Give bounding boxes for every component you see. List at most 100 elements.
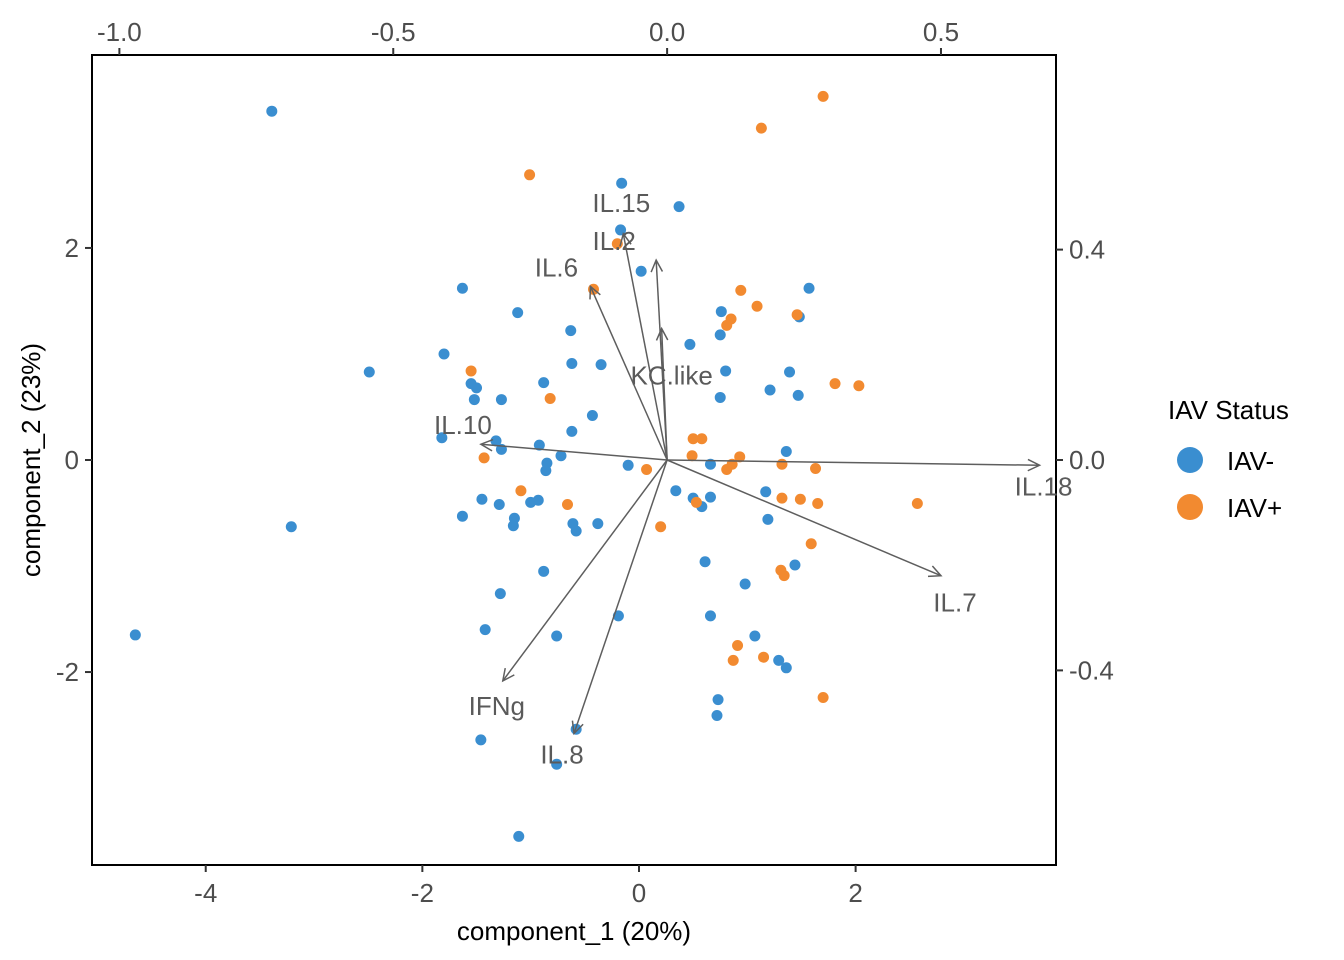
- point-iav-neg: [773, 654, 785, 666]
- x-tick-label: 0: [632, 878, 646, 908]
- legend-title: IAV Status: [1168, 395, 1289, 425]
- point-iav-neg: [471, 382, 483, 394]
- point-iav-neg: [570, 525, 582, 537]
- right-tick-label: 0.0: [1069, 445, 1105, 475]
- point-iav-neg: [789, 559, 801, 571]
- point-iav-pos: [776, 492, 788, 504]
- point-iav-neg: [476, 493, 488, 505]
- point-iav-pos: [524, 169, 536, 181]
- point-iav-pos: [544, 393, 556, 405]
- point-iav-pos: [515, 485, 527, 497]
- legend-label-iav-neg: IAV-: [1227, 446, 1274, 476]
- point-iav-pos: [611, 238, 623, 250]
- point-iav-neg: [494, 588, 506, 600]
- point-iav-neg: [673, 201, 685, 213]
- loading-arrowhead-il-6: [589, 284, 601, 300]
- loading-arrowhead-il-7: [927, 565, 943, 578]
- point-iav-neg: [616, 177, 628, 189]
- point-iav-neg: [540, 465, 552, 477]
- legend-label-iav-pos: IAV+: [1227, 493, 1282, 523]
- top-tick-label: 0.5: [923, 17, 959, 47]
- right-tick-label: 0.4: [1069, 235, 1105, 265]
- point-iav-neg: [720, 365, 732, 377]
- point-iav-neg: [512, 307, 524, 319]
- loading-label-il-15: IL.15: [592, 188, 650, 218]
- x-axis-title: component_1 (20%): [457, 916, 691, 946]
- point-iav-neg: [490, 435, 502, 447]
- point-iav-neg: [565, 325, 577, 337]
- point-iav-pos: [727, 654, 739, 666]
- loading-arrow-il-6: [589, 286, 668, 461]
- point-iav-neg: [456, 282, 468, 294]
- point-iav-pos: [732, 640, 744, 652]
- point-iav-pos: [655, 521, 667, 533]
- point-iav-pos: [812, 497, 824, 509]
- point-iav-pos: [641, 464, 653, 476]
- point-iav-neg: [762, 513, 774, 525]
- y-tick-label: 0: [65, 445, 79, 475]
- point-iav-pos: [794, 493, 806, 505]
- point-iav-pos: [817, 90, 829, 102]
- loading-arrowhead-il-2: [650, 258, 664, 273]
- loading-label-il-6: IL.6: [535, 252, 578, 282]
- point-iav-pos: [758, 651, 770, 663]
- point-iav-pos: [721, 464, 733, 476]
- y-tick-label: 2: [65, 233, 79, 263]
- point-iav-neg: [684, 338, 696, 350]
- point-iav-pos: [778, 570, 790, 582]
- loading-arrowhead-ifng: [501, 668, 515, 683]
- point-iav-neg: [760, 486, 772, 498]
- point-iav-pos: [687, 433, 699, 445]
- loading-arrow-il-15: [622, 233, 668, 461]
- point-iav-neg: [711, 710, 723, 722]
- point-iav-pos: [776, 458, 788, 470]
- point-iav-neg: [712, 694, 724, 706]
- loading-arrow-ifng: [502, 459, 668, 682]
- point-iav-neg: [438, 348, 450, 360]
- point-iav-neg: [538, 565, 550, 577]
- loading-arrow-kc-like: [660, 328, 668, 461]
- point-iav-pos: [721, 319, 733, 331]
- x-tick-label: 2: [848, 878, 862, 908]
- loading-label-ifng: IFNg: [469, 691, 525, 721]
- point-iav-neg: [475, 734, 487, 746]
- loading-label-il-10: IL.10: [434, 410, 492, 440]
- point-iav-pos: [735, 284, 747, 296]
- top-tick-label: -0.5: [371, 17, 416, 47]
- point-iav-neg: [513, 830, 525, 842]
- point-iav-neg: [764, 384, 776, 396]
- point-iav-neg: [595, 359, 607, 371]
- point-iav-neg: [363, 366, 375, 378]
- point-iav-pos: [751, 300, 763, 312]
- point-iav-pos: [911, 497, 923, 509]
- point-iav-pos: [686, 450, 698, 462]
- point-iav-neg: [493, 499, 505, 511]
- point-iav-neg: [780, 446, 792, 458]
- loading-arrowhead-il-8: [571, 720, 584, 736]
- top-tick-label: 0.0: [649, 17, 685, 47]
- point-iav-neg: [266, 105, 278, 117]
- loading-label-kc-like: KC.like: [630, 361, 712, 391]
- point-iav-neg: [803, 282, 815, 294]
- point-iav-neg: [704, 491, 716, 503]
- point-iav-neg: [784, 366, 796, 378]
- point-iav-pos: [755, 122, 767, 134]
- y-tick-label: -2: [56, 657, 79, 687]
- loading-arrow-il-18: [667, 459, 1040, 467]
- points-layer: [129, 90, 923, 842]
- axes-layer: -4 -2 0 2 -2 0 2 -1.0 -0.5 0.0 0.5 -0.4 0.0 0.4: [56, 17, 1114, 908]
- legend: IAV Status IAV- IAV+: [1168, 395, 1289, 523]
- point-iav-neg: [532, 494, 544, 506]
- loading-arrowhead-il-10: [479, 438, 494, 452]
- point-iav-neg: [468, 394, 480, 406]
- right-tick-label: -0.4: [1069, 655, 1114, 685]
- point-iav-neg: [704, 458, 716, 470]
- point-iav-neg: [129, 629, 141, 641]
- point-iav-neg: [507, 520, 519, 532]
- point-iav-neg: [551, 630, 563, 642]
- x-tick-label: -4: [194, 878, 217, 908]
- point-iav-neg: [479, 624, 491, 636]
- y-axis-title: component_2 (23%): [16, 343, 46, 577]
- point-iav-neg: [456, 510, 468, 522]
- point-iav-neg: [586, 409, 598, 421]
